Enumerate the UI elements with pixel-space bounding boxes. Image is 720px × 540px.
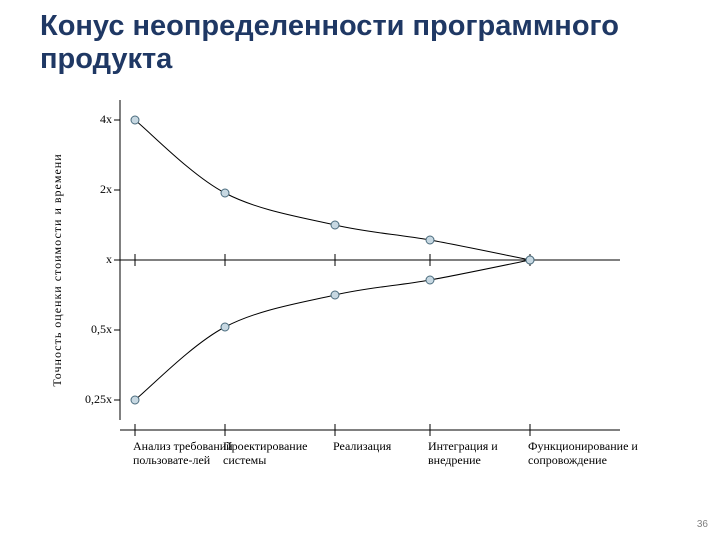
page-number: 36 (697, 519, 708, 530)
y-tick-label: 0,25x (72, 392, 112, 407)
x-tick-label: Реализация (333, 440, 443, 454)
slide: Конус неопределенности программного прод… (0, 0, 720, 540)
slide-title: Конус неопределенности программного прод… (40, 10, 680, 77)
y-tick-label: 0,5x (72, 322, 112, 337)
y-tick-label: 4x (72, 112, 112, 127)
y-tick-label: 2x (72, 182, 112, 197)
y-axis-label: Точность оценки стоимости и времени (50, 153, 65, 386)
x-tick-label: Функциони­рование и сопровож­дение (528, 440, 638, 468)
x-tick-label: Интеграция и внедрение (428, 440, 538, 468)
x-tick-label: Проектиро­вание системы (223, 440, 333, 468)
cone-chart: Точность оценки стоимости и времени 4x2x… (60, 90, 660, 490)
y-tick-label: x (72, 252, 112, 267)
chart-svg (60, 90, 660, 490)
